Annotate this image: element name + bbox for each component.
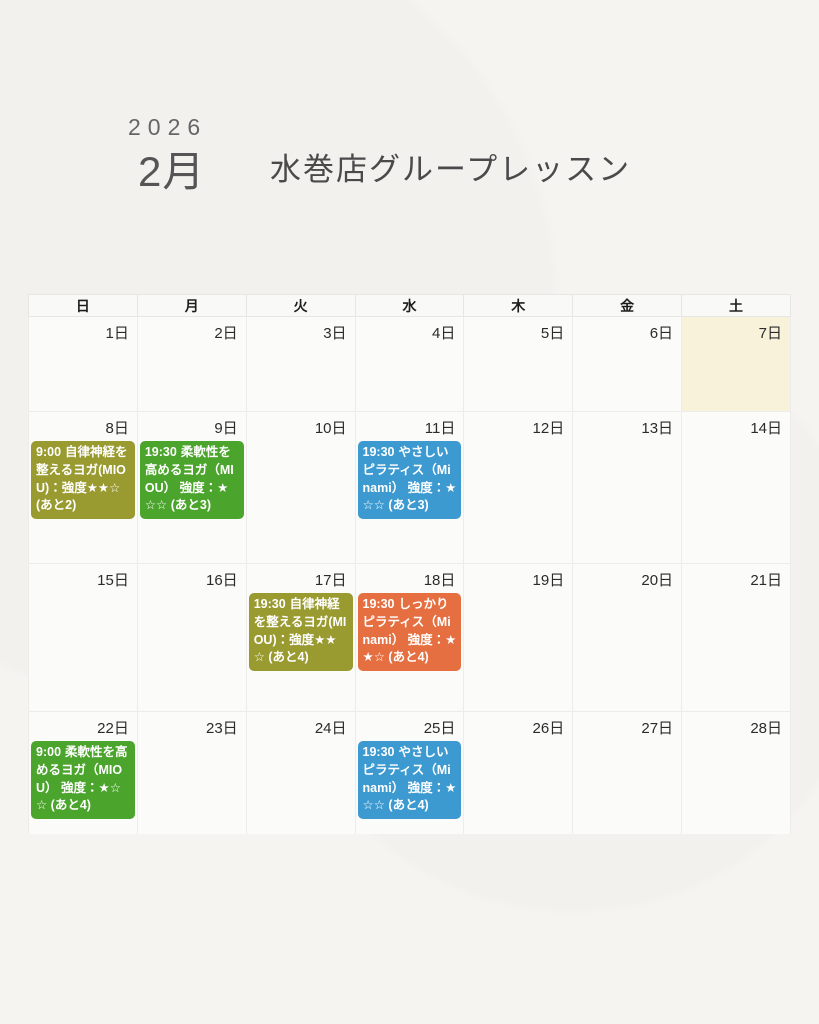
- date-label: 10日: [314, 420, 347, 437]
- date-label: 22日: [97, 720, 129, 737]
- event-title: 柔軟性を高めるヨガ（MIOU） 強度：★☆☆ (あと4): [36, 745, 128, 813]
- day-cell: 15日: [28, 563, 138, 712]
- event-badge[interactable]: 19:30 やさしいピラティス（Minami） 強度：★☆☆ (あと3): [357, 441, 462, 519]
- event-title: しっかりピラティス（Minami） 強度：★★☆ (あと4): [362, 597, 457, 665]
- date-label: 8日: [105, 420, 129, 437]
- date-label: 28日: [750, 720, 782, 737]
- event-badge[interactable]: 19:30 やさしいピラティス（Minami） 強度：★☆☆ (あと4): [357, 741, 462, 819]
- day-cell: 10日: [245, 411, 356, 564]
- event-badge[interactable]: 19:30 しっかりピラティス（Minami） 強度：★★☆ (あと4): [357, 593, 462, 671]
- day-cell: 22日 9:00 柔軟性を高めるヨガ（MIOU） 強度：★☆☆ (あと4): [28, 711, 138, 834]
- day-cell: 9日 19:30 柔軟性を高めるヨガ（MIOU） 強度：★☆☆ (あと3): [136, 411, 247, 564]
- day-cell: 19日: [463, 563, 574, 712]
- date-label: 15日: [97, 572, 129, 589]
- date-label: 9日: [214, 420, 238, 437]
- date-label: 20日: [641, 572, 674, 589]
- day-cell: 21日: [681, 563, 791, 712]
- month-label: 2月: [138, 148, 206, 195]
- weekday-header-row: 日 月 火 水 木 金 土: [28, 294, 791, 317]
- day-cell: 12日: [463, 411, 574, 564]
- date-label: 14日: [750, 420, 782, 437]
- day-cell: 24日: [245, 711, 356, 834]
- weekday-wed: 水: [354, 294, 465, 317]
- event-time: 19:30: [362, 745, 395, 759]
- date-label: 12日: [532, 420, 565, 437]
- day-cell: 4日: [354, 316, 465, 412]
- date-label: 19日: [532, 572, 565, 589]
- date-label: 1日: [105, 325, 129, 342]
- day-cell: 2日: [136, 316, 247, 412]
- event-title: 自律神経を整えるヨガ(MIOU)：強度★★☆ (あと2): [36, 445, 128, 513]
- event-time: 19:30: [362, 597, 395, 611]
- date-label: 7日: [758, 325, 782, 342]
- date-label: 26日: [532, 720, 565, 737]
- date-label: 2日: [214, 325, 238, 342]
- day-cell-highlighted: 7日: [681, 316, 791, 412]
- date-label: 24日: [314, 720, 347, 737]
- week-row-1: 1日 2日 3日 4日 5日 6日 7日: [28, 316, 791, 412]
- weekday-thu: 木: [463, 294, 574, 317]
- date-label: 13日: [641, 420, 674, 437]
- day-cell: 1日: [28, 316, 138, 412]
- weekday-sun: 日: [28, 294, 138, 317]
- day-cell: 14日: [681, 411, 791, 564]
- date-label: 16日: [206, 572, 238, 589]
- day-cell: 3日: [245, 316, 356, 412]
- event-badge[interactable]: 9:00 自律神経を整えるヨガ(MIOU)：強度★★☆ (あと2): [31, 441, 135, 519]
- event-time: 19:30: [253, 597, 286, 611]
- day-cell: 8日 9:00 自律神経を整えるヨガ(MIOU)：強度★★☆ (あと2): [28, 411, 138, 564]
- week-row-2: 8日 9:00 自律神経を整えるヨガ(MIOU)：強度★★☆ (あと2) 9日 1…: [28, 411, 791, 564]
- date-label: 3日: [323, 325, 347, 342]
- event-time: 19:30: [362, 445, 395, 459]
- week-row-4: 22日 9:00 柔軟性を高めるヨガ（MIOU） 強度：★☆☆ (あと4) 23日…: [28, 711, 791, 834]
- event-badge[interactable]: 9:00 柔軟性を高めるヨガ（MIOU） 強度：★☆☆ (あと4): [31, 741, 135, 819]
- year-label: 2026: [128, 114, 208, 140]
- date-label: 25日: [423, 720, 456, 737]
- date-label: 11日: [424, 420, 456, 437]
- day-cell: 6日: [572, 316, 683, 412]
- date-label: 23日: [206, 720, 238, 737]
- date-label: 27日: [641, 720, 674, 737]
- calendar-grid: 日 月 火 水 木 金 土 1日 2日 3日 4日 5日 6日 7日: [28, 294, 791, 834]
- date-label: 5日: [540, 325, 565, 342]
- day-cell: 11日 19:30 やさしいピラティス（Minami） 強度：★☆☆ (あと3): [354, 411, 465, 564]
- date-label: 21日: [750, 572, 782, 589]
- day-cell: 28日: [681, 711, 791, 834]
- date-label: 18日: [423, 572, 456, 589]
- event-badge[interactable]: 19:30 自律神経を整えるヨガ(MIOU)：強度★★☆ (あと4): [248, 593, 353, 671]
- date-label: 6日: [649, 325, 674, 342]
- week-row-3: 15日 16日 17日 19:30 自律神経を整えるヨガ(MIOU)：強度★★☆ …: [28, 563, 791, 712]
- event-time: 19:30: [144, 445, 177, 459]
- date-label: 17日: [314, 572, 347, 589]
- event-title: やさしいピラティス（Minami） 強度：★☆☆ (あと3): [362, 445, 457, 513]
- day-cell: 16日: [136, 563, 247, 712]
- weekday-fri: 金: [572, 294, 683, 317]
- event-time: 9:00: [36, 445, 62, 459]
- event-time: 9:00: [36, 745, 62, 759]
- weekday-sat: 土: [681, 294, 791, 317]
- page-title: 水巻店グループレッスン: [270, 152, 632, 187]
- day-cell: 5日: [463, 316, 574, 412]
- event-title: やさしいピラティス（Minami） 強度：★☆☆ (あと4): [362, 745, 457, 813]
- day-cell: 25日 19:30 やさしいピラティス（Minami） 強度：★☆☆ (あと4): [354, 711, 465, 834]
- day-cell: 17日 19:30 自律神経を整えるヨガ(MIOU)：強度★★☆ (あと4): [245, 563, 356, 712]
- day-cell: 26日: [463, 711, 574, 834]
- event-title: 自律神経を整えるヨガ(MIOU)：強度★★☆ (あと4): [253, 597, 347, 665]
- day-cell: 27日: [572, 711, 683, 834]
- day-cell: 20日: [572, 563, 683, 712]
- event-title: 柔軟性を高めるヨガ（MIOU） 強度：★☆☆ (あと3): [144, 445, 234, 513]
- weekday-mon: 月: [136, 294, 247, 317]
- day-cell: 13日: [572, 411, 683, 564]
- weekday-tue: 火: [245, 294, 356, 317]
- event-badge[interactable]: 19:30 柔軟性を高めるヨガ（MIOU） 強度：★☆☆ (あと3): [139, 441, 244, 519]
- date-label: 4日: [432, 325, 456, 342]
- day-cell: 23日: [136, 711, 247, 834]
- day-cell: 18日 19:30 しっかりピラティス（Minami） 強度：★★☆ (あと4): [354, 563, 465, 712]
